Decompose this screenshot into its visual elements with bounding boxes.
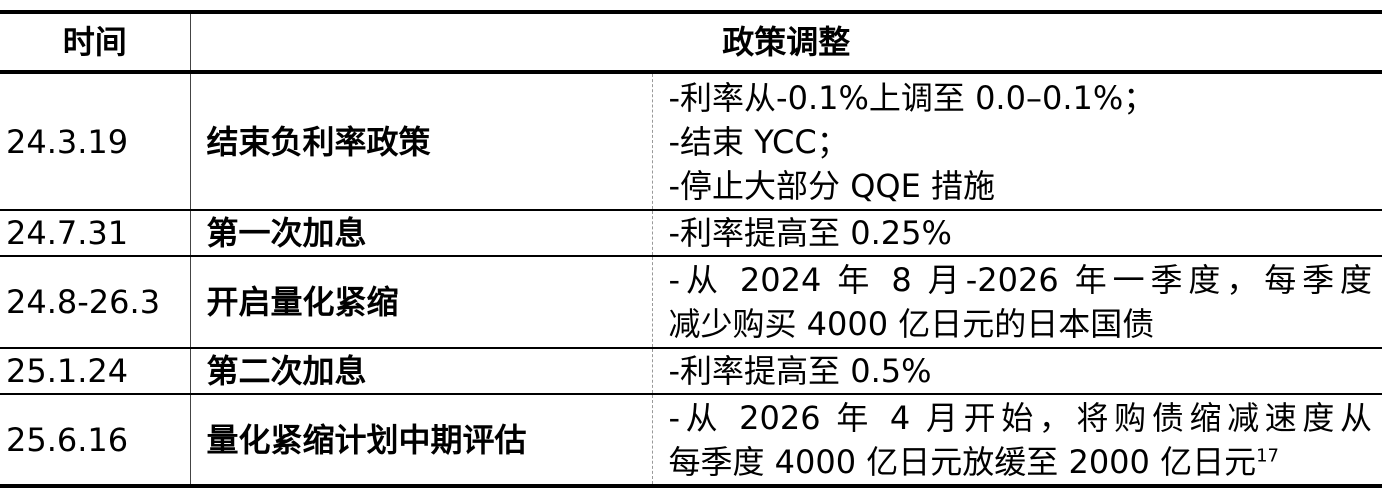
table-row: 25.1.24 第二次加息 -利率提高至 0.5% xyxy=(0,348,1382,394)
row-details: -利率提高至 0.25% xyxy=(652,210,1382,256)
row-date: 24.8-26.3 xyxy=(0,256,191,348)
detail-line-with-footnote: 每季度 4000 亿日元放缓至 2000 亿日元17 xyxy=(669,440,1373,484)
detail-line: 减少购买 4000 亿日元的日本国债 xyxy=(668,305,1155,343)
row-details: -从 2024 年 8 月-2026 年一季度，每季度 减少购买 4000 亿日… xyxy=(652,256,1382,348)
detail-line: -利率从-0.1%上调至 0.0–0.1%； xyxy=(668,78,1156,117)
row-date: 24.3.19 xyxy=(0,72,191,210)
row-policy-name: 第一次加息 xyxy=(190,210,653,256)
detail-line: -利率提高至 0.25% xyxy=(668,214,952,252)
row-policy-name: 结束负利率政策 xyxy=(190,72,653,210)
row-date: 24.7.31 xyxy=(0,210,191,256)
row-policy-name: 第二次加息 xyxy=(190,348,653,394)
table-row: 25.6.16 量化紧缩计划中期评估 -从 2026 年 4 月开始，将购债缩减… xyxy=(0,394,1382,486)
table-header-row: 时间 政策调整 xyxy=(0,12,1382,72)
footnote-marker: 17 xyxy=(1256,444,1279,466)
detail-line: -结束 YCC； xyxy=(668,122,849,161)
table-row: 24.7.31 第一次加息 -利率提高至 0.25% xyxy=(0,210,1382,256)
row-policy-name: 量化紧缩计划中期评估 xyxy=(190,394,653,486)
table-row: 24.8-26.3 开启量化紧缩 -从 2024 年 8 月-2026 年一季度… xyxy=(0,256,1382,348)
row-policy-name: 开启量化紧缩 xyxy=(190,256,653,348)
header-time: 时间 xyxy=(0,12,191,72)
row-date: 25.6.16 xyxy=(0,394,191,486)
row-details: -利率提高至 0.5% xyxy=(652,348,1382,394)
detail-line: -从 2026 年 4 月开始，将购债缩减速度从 xyxy=(668,398,1373,437)
policy-table: 时间 政策调整 24.3.19 结束负利率政策 -利率从-0.1%上调至 0.0… xyxy=(0,10,1382,488)
row-details: -从 2026 年 4 月开始，将购债缩减速度从 每季度 4000 亿日元放缓至… xyxy=(652,394,1382,486)
row-date: 25.1.24 xyxy=(0,348,191,394)
detail-line-text: 每季度 4000 亿日元放缓至 2000 亿日元 xyxy=(668,442,1257,481)
header-policy: 政策调整 xyxy=(722,23,851,61)
detail-line: -利率提高至 0.5% xyxy=(668,352,932,390)
row-details: -利率从-0.1%上调至 0.0–0.1%； -结束 YCC； -停止大部分 Q… xyxy=(652,72,1382,210)
detail-line: -停止大部分 QQE 措施 xyxy=(668,166,996,205)
detail-line: -从 2024 年 8 月-2026 年一季度，每季度 xyxy=(668,261,1373,299)
table-row: 24.3.19 结束负利率政策 -利率从-0.1%上调至 0.0–0.1%； -… xyxy=(0,72,1382,210)
